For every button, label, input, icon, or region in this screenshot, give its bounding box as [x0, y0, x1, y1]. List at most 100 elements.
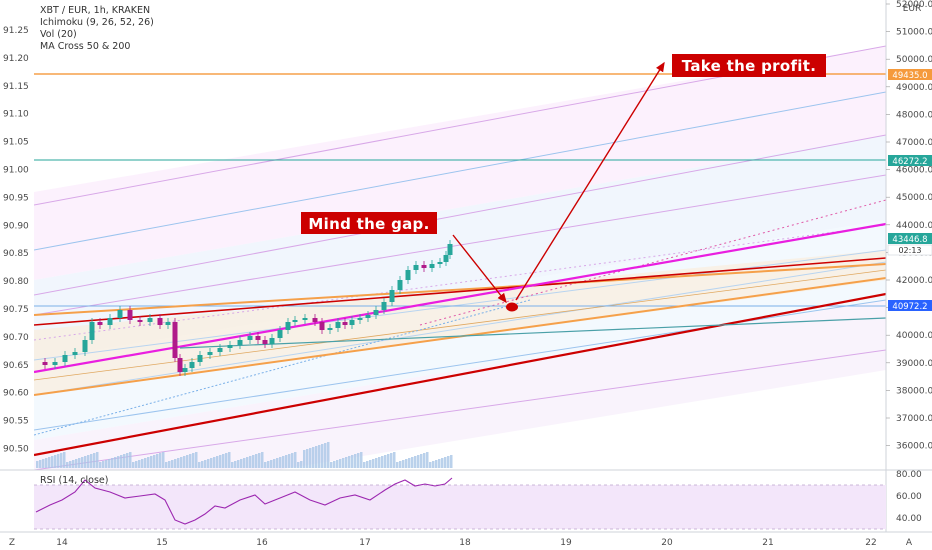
- volume-bar: [285, 455, 288, 468]
- volume-bar: [321, 444, 324, 468]
- right-axis-tick: 45000.0: [896, 193, 932, 203]
- time-axis[interactable]: 14 15 16 17 18 19 20 21 22: [56, 538, 876, 548]
- candle-body: [405, 270, 411, 280]
- volume-bar: [450, 455, 453, 468]
- time-axis-tick: 18: [459, 538, 471, 548]
- right-axis-tick: 50000.0: [896, 55, 932, 65]
- volume-bar: [90, 454, 93, 468]
- volume-bar: [174, 459, 177, 468]
- volume-bar: [165, 462, 168, 468]
- volume-bar: [414, 456, 417, 468]
- mind-gap-text: Mind the gap.: [308, 215, 429, 233]
- zoom-reset-button[interactable]: Z: [9, 538, 15, 548]
- mind-gap-callout[interactable]: Mind the gap.: [301, 212, 437, 234]
- volume-bar: [42, 459, 45, 468]
- candle-body: [443, 255, 449, 262]
- right-axis-tick: 52000.0: [896, 0, 932, 10]
- volume-bar: [105, 460, 108, 468]
- volume-bar: [48, 457, 51, 468]
- volume-bar: [135, 461, 138, 468]
- volume-bar: [276, 458, 279, 468]
- price-tag-40972: 40972.2: [892, 302, 927, 312]
- volume-bar: [45, 458, 48, 468]
- rsi-axis[interactable]: 80.00 60.00 40.00: [896, 470, 922, 524]
- take-profit-callout[interactable]: Take the profit.: [672, 54, 826, 77]
- right-price-axis[interactable]: 52000.0 51000.0 50000.0 49000.0 48000.0 47000…: [886, 0, 932, 452]
- volume-bar: [183, 456, 186, 468]
- volume-bar: [423, 453, 426, 468]
- volume-bar: [168, 461, 171, 468]
- volume-bar: [69, 461, 72, 468]
- volume-bar: [231, 462, 234, 468]
- candle-body: [335, 322, 341, 328]
- volume-bar: [252, 455, 255, 468]
- volume-bar: [261, 452, 264, 468]
- candle-body: [217, 348, 223, 352]
- candle-body: [327, 328, 333, 330]
- left-axis-tick: 90.90: [3, 221, 29, 231]
- volume-bar: [144, 458, 147, 468]
- volume-bar: [351, 455, 354, 468]
- volume-bar: [366, 461, 369, 468]
- candle-body: [207, 352, 213, 355]
- volume-bar: [96, 452, 99, 468]
- candle-body: [319, 322, 325, 330]
- left-axis-tick: 90.65: [3, 361, 29, 371]
- volume-bar: [294, 452, 297, 468]
- candle-body: [137, 320, 143, 322]
- volume-bar: [150, 456, 153, 468]
- rsi-axis-tick: 60.00: [896, 492, 922, 502]
- rsi-axis-tick: 80.00: [896, 470, 922, 480]
- volume-bar: [267, 461, 270, 468]
- volume-bar: [201, 461, 204, 468]
- volume-bar: [207, 459, 210, 468]
- price-tag-last: 43446.8: [892, 235, 927, 245]
- indicator-ma-cross: MA Cross 50 & 200: [40, 41, 130, 52]
- volume-bar: [354, 454, 357, 468]
- volume-bar: [219, 455, 222, 468]
- volume-bar: [384, 455, 387, 468]
- volume-bar: [447, 456, 450, 468]
- volume-bar: [405, 459, 408, 468]
- volume-bar: [264, 462, 267, 468]
- volume-bar: [54, 455, 57, 468]
- volume-bar: [162, 452, 165, 468]
- candle-body: [389, 290, 395, 302]
- left-axis-tick: 90.60: [3, 389, 29, 399]
- volume-bar: [159, 453, 162, 468]
- left-price-axis[interactable]: 91.25 91.20 91.15 91.10 91.05 91.00 90.95 90.90…: [3, 26, 29, 455]
- volume-bar: [99, 462, 102, 468]
- volume-bar: [258, 453, 261, 468]
- volume-bar: [243, 458, 246, 468]
- volume-bar: [306, 449, 309, 468]
- candle-body: [447, 244, 453, 255]
- rsi-line: [35, 477, 453, 525]
- volume-bar: [420, 454, 423, 468]
- candle-body: [72, 352, 78, 355]
- auto-scale-button[interactable]: A: [906, 538, 913, 548]
- volume-bar: [246, 457, 249, 468]
- rsi-axis-tick: 40.00: [896, 514, 922, 524]
- time-axis-tick: 20: [661, 538, 673, 548]
- candle-body: [312, 318, 318, 322]
- volume-bar: [186, 455, 189, 468]
- volume-bar: [291, 453, 294, 468]
- candle-body: [429, 264, 435, 268]
- volume-bar: [396, 462, 399, 468]
- volume-bar: [378, 457, 381, 468]
- candle-body: [82, 340, 88, 352]
- volume-bar: [357, 453, 360, 468]
- volume-bar: [303, 450, 306, 468]
- volume-bar: [75, 459, 78, 468]
- volume-bar: [123, 454, 126, 468]
- volume-bar: [336, 460, 339, 468]
- volume-bar: [375, 458, 378, 468]
- right-axis-tick: 46000.0: [896, 166, 932, 176]
- volume-bar: [408, 458, 411, 468]
- indicator-ichimoku: Ichimoku (9, 26, 52, 26): [40, 17, 154, 28]
- time-axis-tick: 19: [560, 538, 572, 548]
- volume-bar: [411, 457, 414, 468]
- left-axis-tick: 90.70: [3, 333, 29, 343]
- volume-bar: [363, 462, 366, 468]
